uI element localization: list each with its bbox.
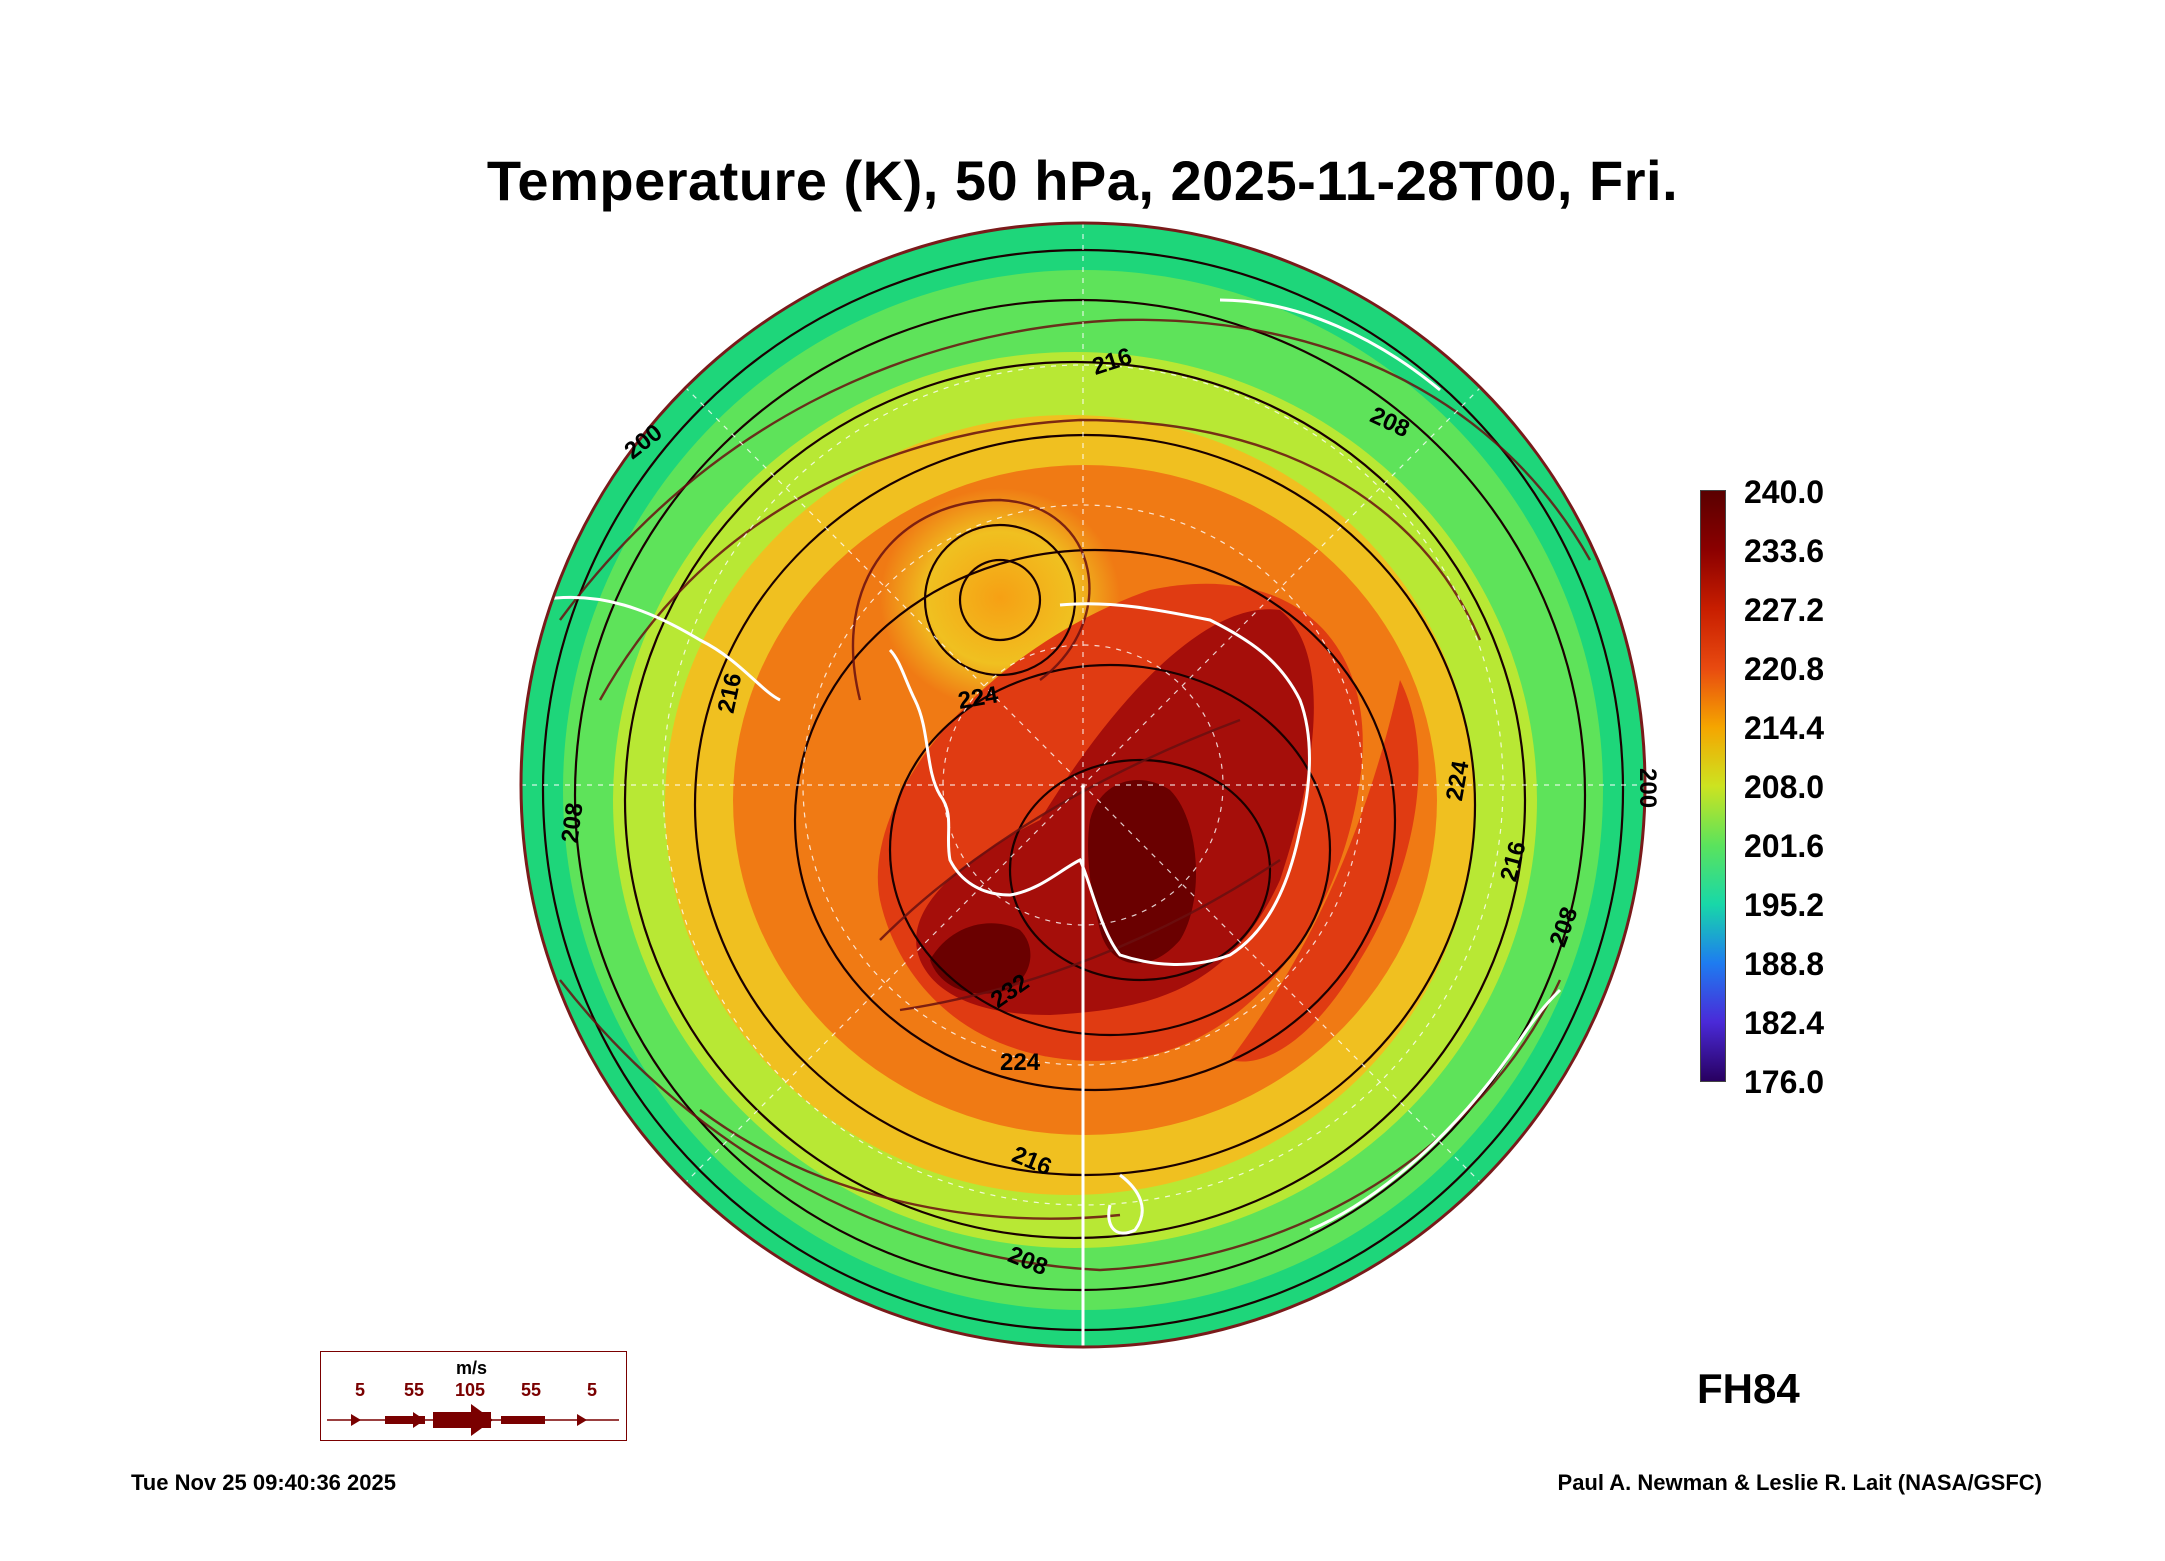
map-border [519,221,1647,1349]
colorbar-label: 220.8 [1744,651,1825,687]
south-america-coast [539,595,781,702]
field-maroon-lobe [930,923,1031,994]
streamline [899,859,1281,1012]
latitude-circle [942,644,1224,926]
contour-236 [1008,758,1272,982]
colorbar-label: 214.4 [1744,710,1825,746]
streamline [851,498,1091,701]
australia-coast [1309,988,1562,1232]
streamline [559,318,1592,621]
wind-legend-arrows [327,1404,619,1436]
chart-title: Temperature (K), 50 hPa, 2025-11-28T00, … [486,149,1679,212]
generation-timestamp: Tue Nov 25 09:40:36 2025 [131,1470,396,1495]
new-zealand-coast [1107,1173,1144,1235]
contour-label: 200 [1634,768,1661,808]
temperature-field [521,223,1645,1347]
colorbar-label: 201.6 [1744,828,1825,864]
arrow-icon [351,1414,361,1426]
wind-legend-speed: 5 [355,1380,366,1400]
contour-label: 208 [556,801,588,844]
wind-band [501,1416,545,1424]
credit-line: Paul A. Newman & Leslie R. Lait (NASA/GS… [1557,1470,2042,1495]
contour-228 [793,548,1397,1092]
wind-legend-speed: 105 [455,1380,486,1400]
contour-cell-1 [923,523,1077,677]
wind-legend-speed: 5 [587,1380,598,1400]
antarctica-coast [888,602,1311,966]
streamline [699,1109,1121,1220]
temperature-colorbar [1700,490,1726,1082]
wind-band [385,1416,425,1424]
colorbar-label: 176.0 [1744,1064,1825,1100]
field-red-east [1230,680,1419,1062]
colorbar-label: 195.2 [1744,887,1825,923]
colorbar-label: 227.2 [1744,592,1825,628]
latitude-circle [802,504,1364,1066]
contour-208 [573,298,1587,1292]
contour-224 [693,433,1477,1177]
wind-legend-speed: 55 [521,1380,542,1400]
colorbar-label: 182.4 [1744,1005,1825,1041]
arrow-icon [413,1412,425,1428]
contour-label: 224 [1000,1049,1041,1076]
contour-216 [623,360,1527,1240]
streamline [879,718,1241,941]
colorbar-label: 188.8 [1744,946,1825,982]
contour-cell-2 [958,558,1042,642]
africa-coast [1219,298,1441,392]
colorbar-label: 208.0 [1744,769,1825,805]
coastlines [539,298,1562,1235]
wind-speed-legend: m/s 5 55 105 55 5 [320,1351,627,1441]
wind-legend-unit: m/s [456,1358,488,1378]
colorbar-label: 233.6 [1744,533,1825,569]
field-maroon-core [1088,780,1197,964]
colorbar-label: 240.0 [1744,474,1825,510]
streamline [598,418,1482,701]
wind-legend-speed: 55 [404,1380,425,1400]
arrow-icon [577,1414,587,1426]
forecast-hour: FH84 [1697,1365,1800,1412]
arrow-icon [471,1404,493,1436]
contour-232 [888,663,1332,1037]
